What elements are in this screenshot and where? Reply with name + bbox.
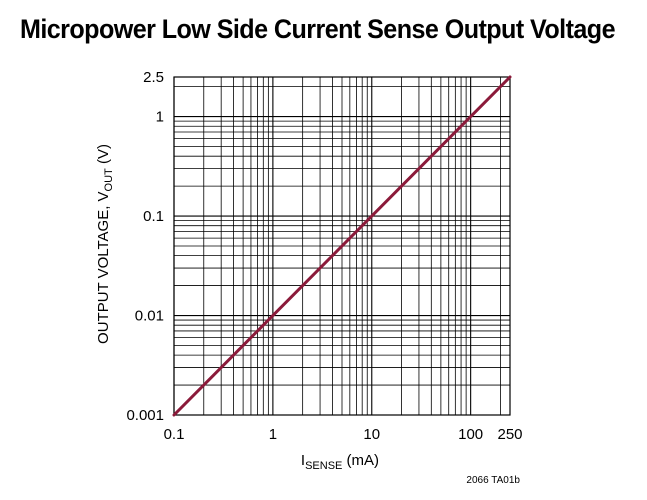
y-tick-label: 0.001 <box>126 407 164 424</box>
x-axis-label: ISENSE (mA) <box>301 452 379 472</box>
x-axis-label-main: I <box>301 452 305 469</box>
y-tick-label: 1 <box>156 109 164 126</box>
series-line-0 <box>172 75 512 417</box>
x-tick-labels: 0.1 1 10 100 250 <box>164 426 523 443</box>
x-tick-label: 10 <box>363 426 380 443</box>
plot-frame <box>173 76 511 416</box>
y-tick-label: 2.5 <box>143 69 164 86</box>
figure-id: 2066 TA01b <box>466 475 520 486</box>
x-tick-label: 100 <box>458 426 483 443</box>
y-axis-label-main: OUTPUT VOLTAGE, V <box>95 191 112 344</box>
x-tick-label: 1 <box>269 426 277 443</box>
y-tick-labels: 0.001 0.01 0.1 1 2.5 <box>126 69 164 424</box>
x-tick-label: 250 <box>497 426 522 443</box>
chart-title: Micropower Low Side Current Sense Output… <box>20 14 616 44</box>
y-axis-label-sub: OUT <box>103 168 115 192</box>
y-axis-label-unit: (V) <box>95 144 112 168</box>
series-layer <box>172 75 512 417</box>
x-tick-label: 0.1 <box>164 426 185 443</box>
y-axis-label: OUTPUT VOLTAGE, VOUT (V) <box>95 144 115 344</box>
y-tick-label: 0.1 <box>143 208 164 225</box>
y-tick-label: 0.01 <box>135 308 164 325</box>
x-axis-label-sub: SENSE <box>305 460 342 472</box>
x-axis-label-unit: (mA) <box>342 452 379 469</box>
grid-lines <box>173 77 510 416</box>
